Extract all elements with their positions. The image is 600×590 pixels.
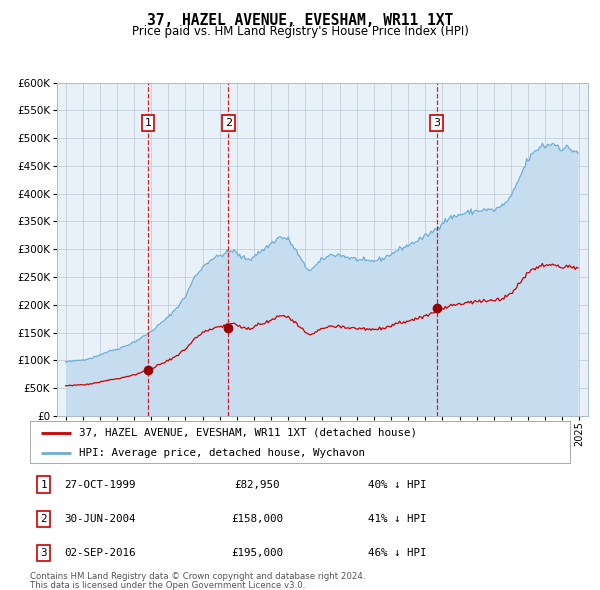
- Text: 3: 3: [433, 118, 440, 128]
- Text: 30-JUN-2004: 30-JUN-2004: [64, 514, 136, 524]
- Text: £158,000: £158,000: [231, 514, 283, 524]
- Text: 37, HAZEL AVENUE, EVESHAM, WR11 1XT: 37, HAZEL AVENUE, EVESHAM, WR11 1XT: [147, 13, 453, 28]
- Text: 40% ↓ HPI: 40% ↓ HPI: [368, 480, 427, 490]
- Text: Contains HM Land Registry data © Crown copyright and database right 2024.: Contains HM Land Registry data © Crown c…: [30, 572, 365, 581]
- Text: 1: 1: [40, 480, 47, 490]
- Text: £82,950: £82,950: [234, 480, 280, 490]
- Text: 3: 3: [40, 548, 47, 558]
- Text: This data is licensed under the Open Government Licence v3.0.: This data is licensed under the Open Gov…: [30, 581, 305, 589]
- Text: 46% ↓ HPI: 46% ↓ HPI: [368, 548, 427, 558]
- Text: Price paid vs. HM Land Registry's House Price Index (HPI): Price paid vs. HM Land Registry's House …: [131, 25, 469, 38]
- Text: 02-SEP-2016: 02-SEP-2016: [64, 548, 136, 558]
- Text: 27-OCT-1999: 27-OCT-1999: [64, 480, 136, 490]
- Text: 41% ↓ HPI: 41% ↓ HPI: [368, 514, 427, 524]
- Text: 1: 1: [145, 118, 152, 128]
- Text: 37, HAZEL AVENUE, EVESHAM, WR11 1XT (detached house): 37, HAZEL AVENUE, EVESHAM, WR11 1XT (det…: [79, 428, 416, 438]
- Text: HPI: Average price, detached house, Wychavon: HPI: Average price, detached house, Wych…: [79, 448, 365, 457]
- Text: 2: 2: [40, 514, 47, 524]
- Text: £195,000: £195,000: [231, 548, 283, 558]
- Text: 2: 2: [225, 118, 232, 128]
